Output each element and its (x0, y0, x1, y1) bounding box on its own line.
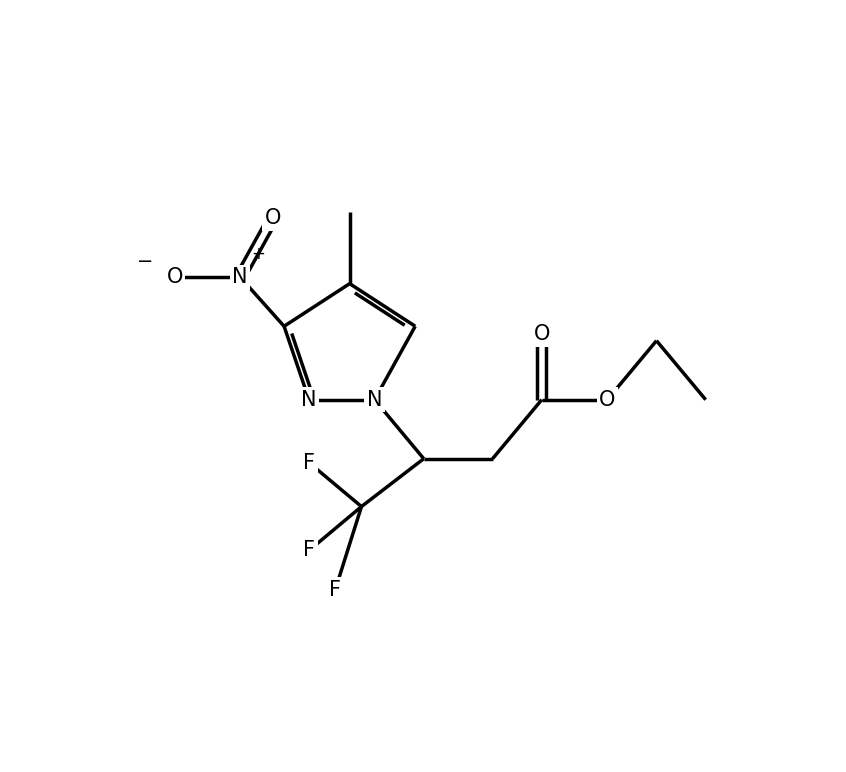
Text: O: O (265, 208, 281, 228)
Text: N: N (301, 390, 316, 410)
Text: N: N (233, 267, 248, 287)
Text: F: F (303, 452, 315, 472)
Text: O: O (599, 390, 616, 410)
Text: F: F (303, 540, 315, 560)
Text: N: N (367, 390, 382, 410)
Text: +: + (251, 245, 265, 262)
Text: O: O (534, 324, 550, 344)
Text: F: F (329, 580, 341, 600)
Text: O: O (167, 267, 183, 287)
Text: −: − (136, 252, 153, 270)
